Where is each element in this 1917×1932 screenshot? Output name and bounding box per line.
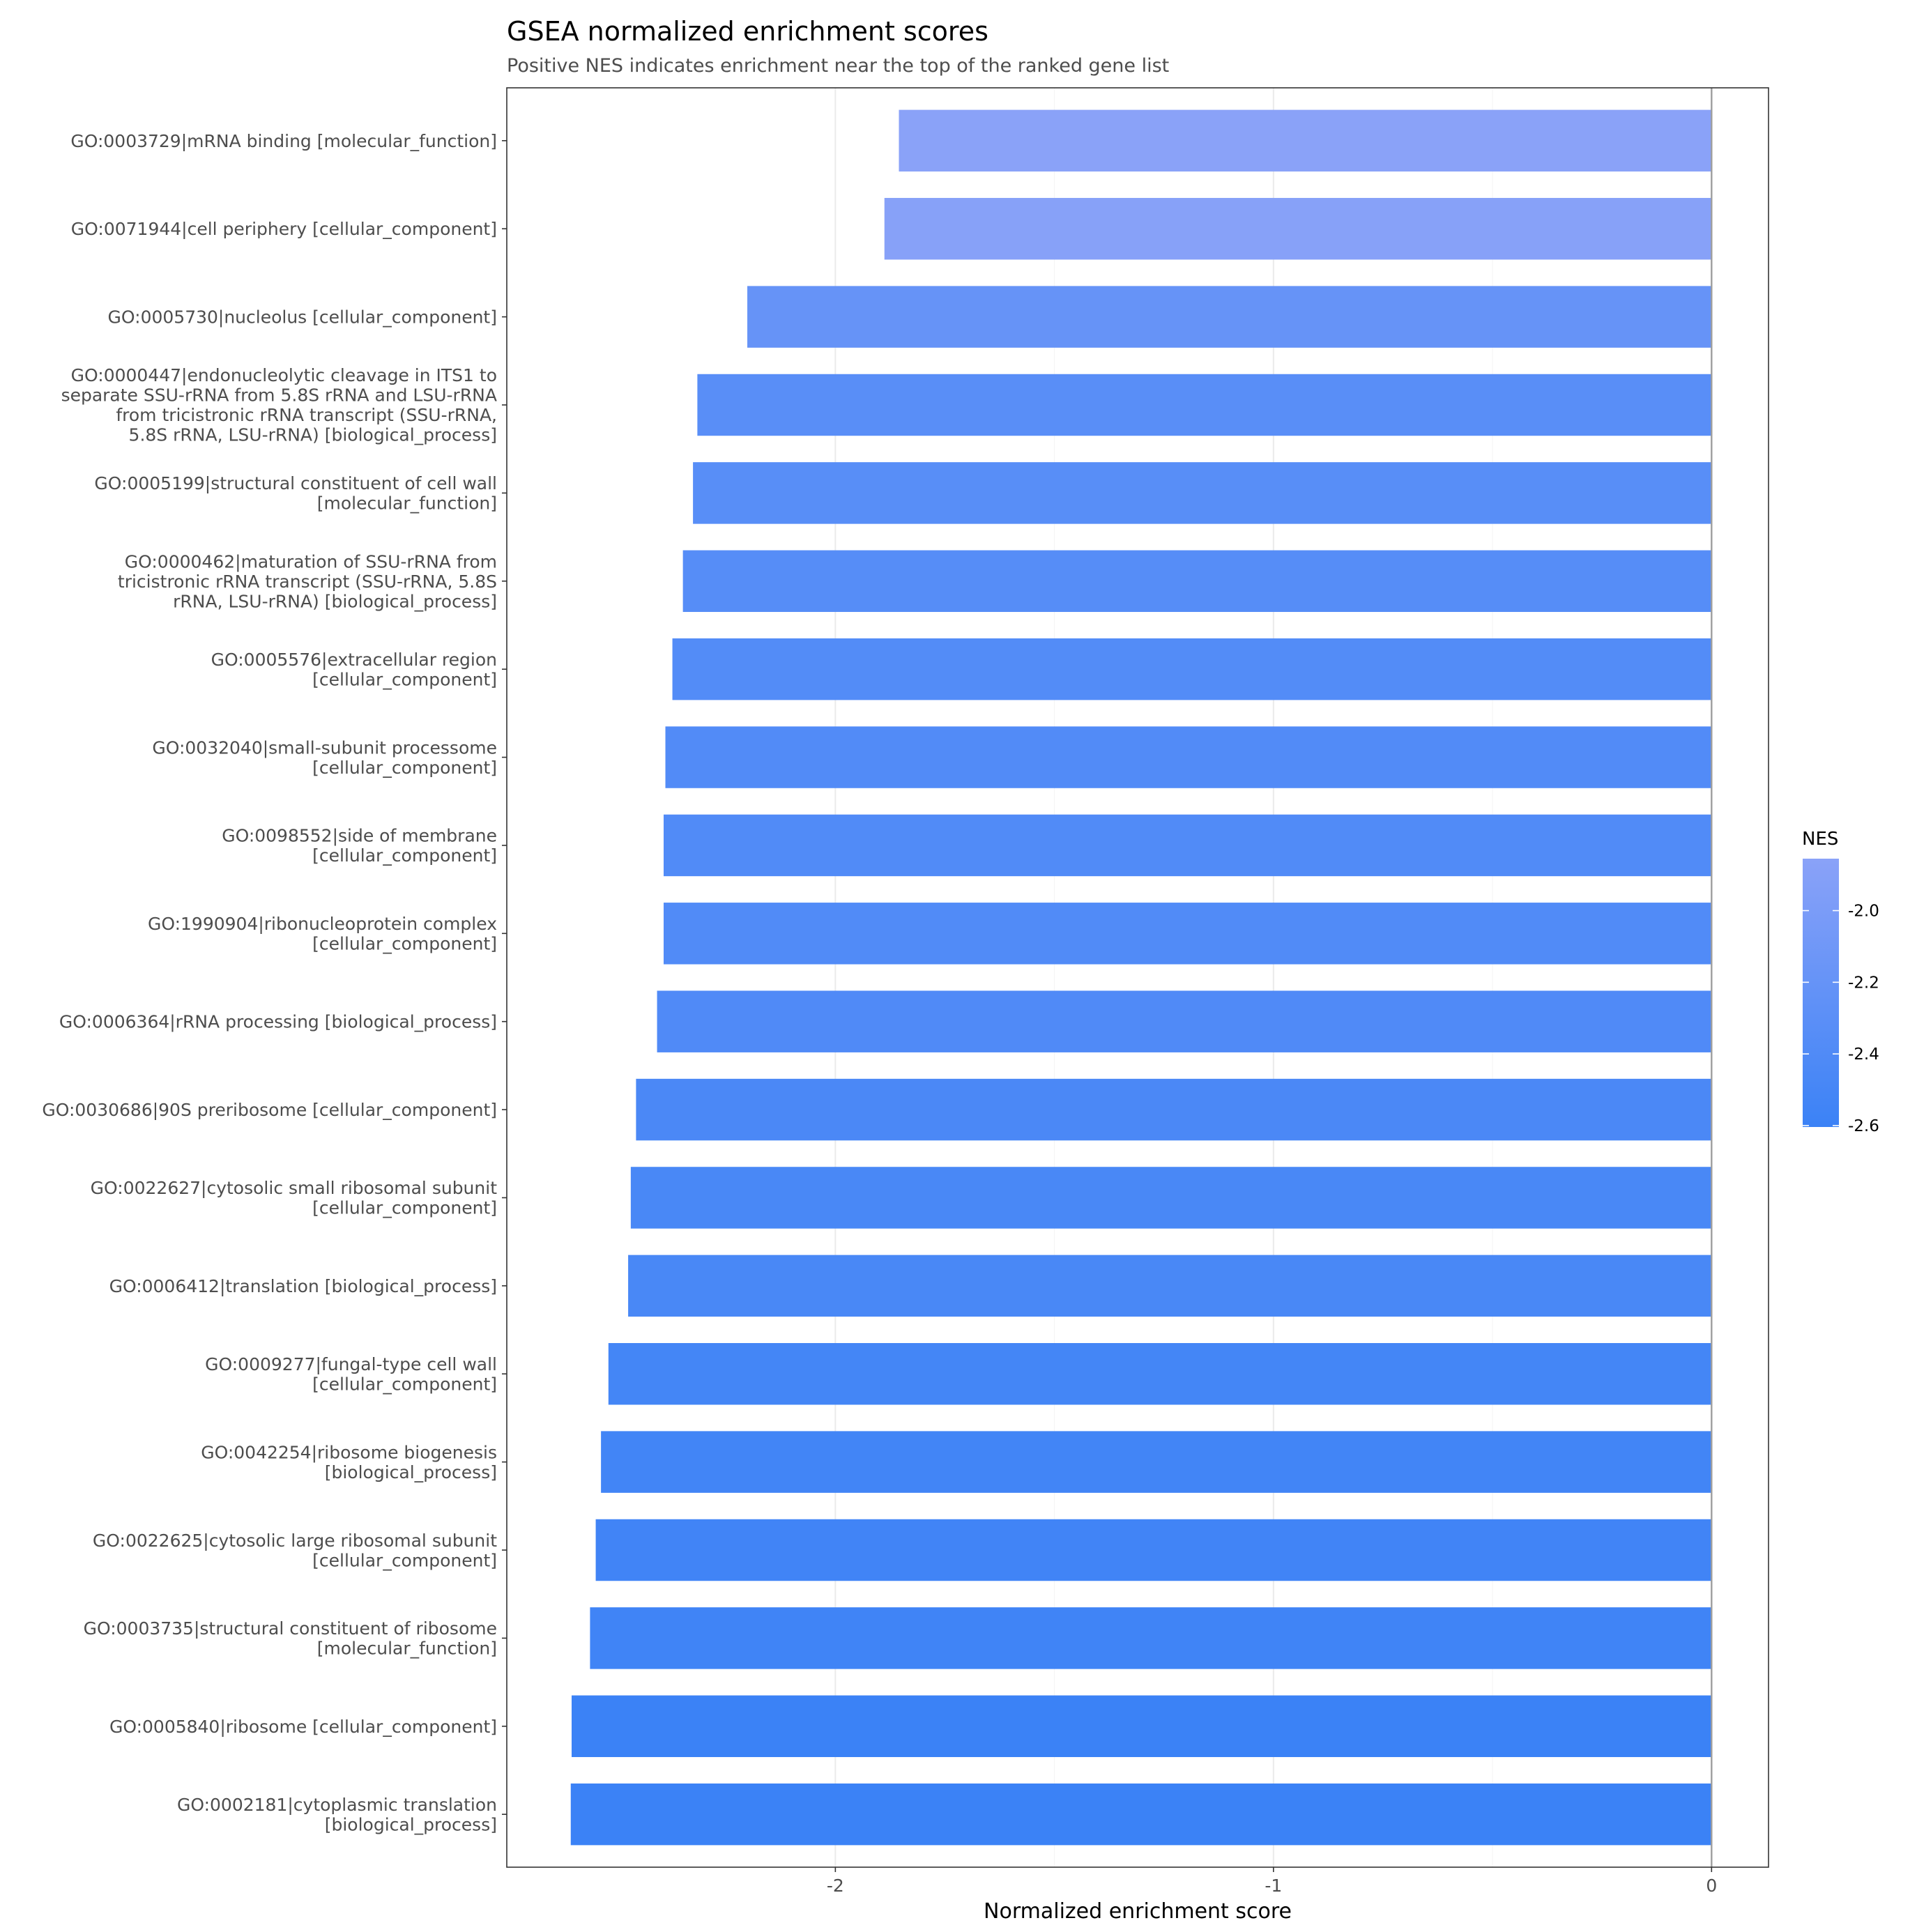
category-label: GO:0009277|fungal-type cell wall [cellula… [205, 1354, 497, 1395]
x-axis-title: Normalized enrichment score [984, 1899, 1292, 1924]
category-label-line: GO:0022625|cytosolic large ribosomal sub… [93, 1531, 497, 1551]
category-label-line: GO:0030686|90S preribosome [cellular_com… [42, 1100, 497, 1120]
category-label-line: GO:0071944|cell periphery [cellular_comp… [71, 219, 497, 239]
chart-subtitle: Positive NES indicates enrichment near t… [507, 55, 1169, 77]
category-label-line: [molecular_function] [317, 1639, 497, 1659]
category-label: GO:0005730|nucleolus [cellular_component… [108, 307, 497, 328]
bar [665, 726, 1712, 788]
category-label-line: GO:0042254|ribosome biogenesis [201, 1442, 497, 1462]
legend-ticks: -2.0 -2.2 -2.4 -2.6 [1803, 903, 1879, 1135]
category-label: GO:0003729|mRNA binding [molecular_funct… [70, 131, 497, 151]
category-label-line: GO:0006364|rRNA processing [biological_p… [59, 1012, 497, 1032]
bar [672, 638, 1712, 700]
category-label-line: GO:0022627|cytosolic small ribosomal sub… [91, 1178, 498, 1198]
bar [657, 990, 1712, 1052]
bar [590, 1607, 1712, 1669]
x-axis-ticks: -2 -1 0 [827, 1867, 1717, 1896]
category-label-line: GO:0000462|maturation of SSU-rRNA from [125, 551, 497, 572]
category-label-line: GO:0005730|nucleolus [cellular_component… [108, 307, 497, 328]
category-label-line: [cellular_component] [312, 1550, 497, 1570]
gridlines [834, 88, 1713, 1867]
category-label-line: rRNA, LSU-rRNA) [biological_process] [173, 591, 497, 611]
category-label-line: GO:0032040|small-subunit processome [152, 737, 497, 758]
category-label-line: [cellular_component] [312, 1374, 497, 1394]
category-label-line: GO:0003729|mRNA binding [molecular_funct… [70, 131, 497, 151]
category-label-line: GO:0005840|ribosome [cellular_component] [109, 1717, 497, 1737]
x-tick-label: -1 [1265, 1876, 1282, 1896]
category-label: GO:0002181|cytoplasmic translation [biolo… [177, 1795, 497, 1835]
category-label-line: [cellular_component] [312, 934, 497, 954]
legend-title: NES [1802, 829, 1838, 850]
category-label-line: [molecular_function] [317, 493, 497, 514]
bar [693, 462, 1712, 524]
bar [884, 197, 1712, 260]
category-label-line: separate SSU-rRNA from 5.8S rRNA and LSU… [61, 385, 497, 406]
category-label-line: [cellular_component] [312, 758, 497, 778]
category-label-line: [cellular_component] [312, 669, 497, 689]
bar [628, 1255, 1712, 1317]
category-label: GO:0005576|extracellular region [cellular… [211, 650, 497, 690]
category-label-line: GO:0003735|structural constituent of rib… [84, 1618, 497, 1639]
bar [572, 1695, 1712, 1758]
category-label: GO:0030686|90S preribosome [cellular_com… [42, 1100, 497, 1120]
category-label-line: GO:1990904|ribonucleoprotein complex [148, 914, 497, 934]
chart-title: GSEA normalized enrichment scores [507, 16, 988, 47]
panel-border [506, 87, 1769, 1868]
x-tick-label: 0 [1706, 1876, 1717, 1896]
category-label: GO:0005199|structural constituent of cel… [94, 473, 497, 514]
category-label: GO:0032040|small-subunit processome [cell… [152, 737, 497, 778]
category-label: GO:0098552|side of membrane [cellular_com… [222, 826, 497, 866]
bar [601, 1431, 1712, 1493]
category-label: GO:0006364|rRNA processing [biological_p… [59, 1012, 497, 1032]
bar [663, 903, 1712, 965]
bar [697, 374, 1712, 436]
bar [570, 1783, 1712, 1846]
nes-legend: NES -2.0 -2.2 -2.4 -2.6 [1802, 829, 1879, 1135]
category-label-line: tricistronic rRNA transcript (SSU-rRNA, … [118, 572, 497, 592]
category-label: GO:0022625|cytosolic large ribosomal sub… [93, 1531, 497, 1571]
category-labels: GO:0003729|mRNA binding [molecular_funct… [42, 131, 507, 1835]
legend-tick-label: -2.2 [1848, 974, 1879, 992]
category-label: GO:0006412|translation [biological_proce… [109, 1276, 497, 1296]
category-label-line: from tricistronic rRNA transcript (SSU-r… [116, 405, 497, 425]
category-label: GO:0003735|structural constituent of rib… [84, 1618, 497, 1659]
bar [636, 1078, 1712, 1141]
legend-tick-label: -2.4 [1848, 1045, 1879, 1064]
category-label-line: [biological_process] [325, 1462, 497, 1482]
category-label: GO:1990904|ribonucleoprotein complex [cel… [148, 914, 497, 954]
category-label: GO:0005840|ribosome [cellular_component] [109, 1717, 497, 1737]
bar [595, 1519, 1712, 1581]
category-label-line: [cellular_component] [312, 845, 497, 866]
bars [570, 109, 1712, 1846]
bar [630, 1167, 1712, 1229]
category-label-line: GO:0009277|fungal-type cell wall [205, 1354, 497, 1374]
bar [747, 286, 1712, 348]
legend-tick-label: -2.0 [1848, 903, 1879, 921]
category-label: GO:0000447|endonucleolytic cleavage in I… [61, 365, 497, 445]
bar [608, 1343, 1712, 1405]
category-label: GO:0022627|cytosolic small ribosomal sub… [91, 1178, 498, 1218]
category-label-line: [cellular_component] [312, 1198, 497, 1218]
category-label-line: GO:0005199|structural constituent of cel… [94, 473, 497, 493]
category-label-line: 5.8S rRNA, LSU-rRNA) [biological_process… [129, 425, 497, 445]
category-label-line: GO:0098552|side of membrane [222, 826, 497, 846]
legend-colorbar [1803, 859, 1839, 1127]
bar [682, 550, 1712, 612]
category-label-line: GO:0002181|cytoplasmic translation [177, 1795, 497, 1815]
category-label: GO:0042254|ribosome biogenesis [biologica… [201, 1442, 497, 1482]
bar [899, 109, 1712, 172]
category-label: GO:0071944|cell periphery [cellular_comp… [71, 219, 497, 239]
category-label-line: GO:0005576|extracellular region [211, 650, 497, 670]
category-label-line: GO:0006412|translation [biological_proce… [109, 1276, 497, 1296]
legend-tick-label: -2.6 [1848, 1117, 1879, 1135]
category-label-line: [biological_process] [325, 1814, 497, 1834]
bar [663, 814, 1712, 877]
category-label-line: GO:0000447|endonucleolytic cleavage in I… [71, 365, 497, 385]
x-tick-label: -2 [827, 1876, 844, 1896]
category-label: GO:0000462|maturation of SSU-rRNA from tr… [118, 551, 497, 611]
